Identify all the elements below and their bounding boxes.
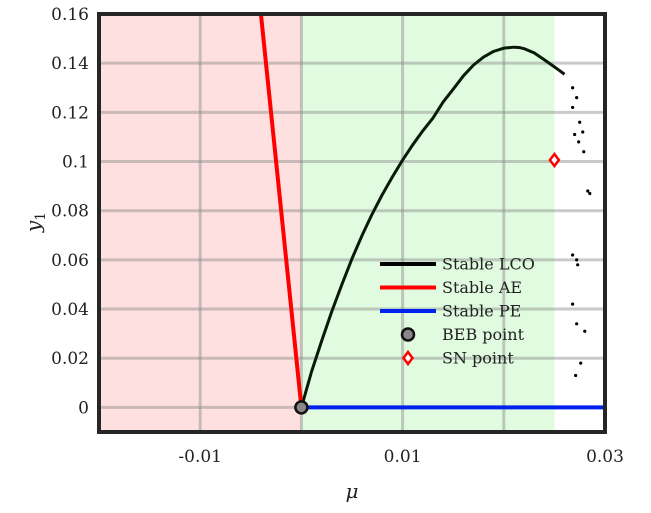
y-tick-label: 0.1	[62, 153, 89, 173]
x-tick-label: 0.01	[384, 447, 422, 467]
bifurcation-points	[294, 151, 561, 415]
y-tick-label: 0.12	[51, 103, 89, 123]
legend-label: SN point	[442, 349, 514, 368]
legend-swatch	[400, 327, 416, 342]
legend-swatch	[401, 349, 415, 367]
y-tick-label: 0	[78, 398, 89, 418]
plot-frame	[97, 12, 607, 434]
y-axis-label-sub: 1	[33, 212, 49, 221]
legend-entry-stable-lco: Stable LCO	[380, 255, 535, 274]
sn-point-marker	[548, 151, 561, 169]
lco-dot	[576, 263, 580, 267]
lco-dots	[571, 86, 592, 378]
x-tick-label: -0.01	[178, 447, 222, 467]
legend-label: Stable LCO	[442, 255, 535, 274]
lco-dot	[571, 302, 575, 306]
region-1	[301, 14, 555, 432]
y-tick-label: 0.02	[51, 349, 89, 369]
lco-dot	[571, 253, 575, 257]
lco-dot	[578, 120, 582, 124]
y-axis-label: y1	[21, 212, 49, 233]
stability-regions	[99, 14, 555, 432]
series-lines	[258, 14, 605, 410]
y-tick-label: 0.04	[51, 300, 89, 320]
y-tick-label: 0.08	[51, 202, 89, 222]
lco-dot	[579, 361, 583, 365]
y-axis-label-main: y	[21, 220, 45, 233]
lco-dot	[582, 150, 586, 154]
x-tick-labels: -0.01 0.01 0.03	[178, 447, 624, 467]
lco-dot	[573, 132, 577, 137]
lco-dot	[586, 189, 590, 193]
series-stable-ae	[258, 14, 304, 408]
lco-dot	[581, 130, 585, 134]
lco-dot	[571, 105, 575, 110]
y-tick-label: 0.06	[51, 251, 89, 271]
x-tick-label: 0.03	[586, 447, 624, 467]
lco-dot	[575, 258, 579, 262]
legend-entry-sn-point: SN point	[401, 349, 514, 368]
lco-dot	[575, 96, 579, 100]
legend-entry-beb-point: BEB point	[400, 325, 525, 344]
legend-entry-stable-ae: Stable AE	[380, 278, 522, 297]
lco-dot	[574, 373, 578, 378]
beb-point-marker	[294, 400, 309, 415]
legend: Stable LCO Stable AE Stable PE BEB point SN …	[380, 255, 535, 368]
legend-label: BEB point	[442, 325, 525, 344]
legend-entry-stable-pe: Stable PE	[380, 302, 521, 321]
legend-label: Stable AE	[442, 278, 522, 297]
series-stable-lco	[299, 45, 566, 408]
lco-dot	[588, 191, 592, 196]
lco-dot	[577, 140, 581, 144]
lco-dot	[571, 86, 575, 90]
lco-dot	[583, 329, 587, 333]
x-axis-label: μ	[346, 479, 359, 503]
lco-dot	[575, 322, 579, 326]
y-tick-label: 0.14	[51, 54, 89, 74]
legend-label: Stable PE	[442, 302, 521, 321]
y-tick-label: 0.16	[51, 5, 89, 25]
y-tick-labels: 0.16 0.14 0.12 0.1 0.08 0.06 0.04 0.02 0	[51, 5, 89, 418]
